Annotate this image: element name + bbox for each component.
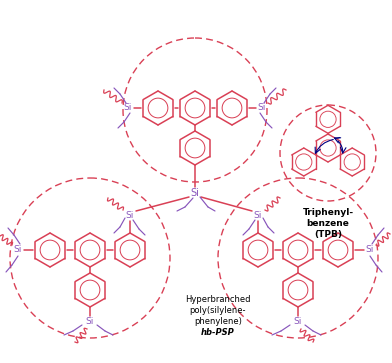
Text: Si: Si bbox=[86, 318, 94, 326]
Text: hb-PSP: hb-PSP bbox=[201, 328, 235, 337]
Text: Hyperbranched
poly(silylene-
phenylene): Hyperbranched poly(silylene- phenylene) bbox=[185, 295, 251, 326]
Text: Si: Si bbox=[254, 211, 262, 220]
Text: Si: Si bbox=[126, 211, 134, 220]
Text: Si: Si bbox=[191, 188, 200, 198]
Text: Si: Si bbox=[258, 103, 266, 113]
Text: Triphenyl-
benzene
(TPB): Triphenyl- benzene (TPB) bbox=[303, 208, 354, 239]
Text: Si: Si bbox=[366, 245, 374, 254]
Text: Si: Si bbox=[294, 318, 302, 326]
Text: Si: Si bbox=[14, 245, 22, 254]
Text: Si: Si bbox=[124, 103, 132, 113]
